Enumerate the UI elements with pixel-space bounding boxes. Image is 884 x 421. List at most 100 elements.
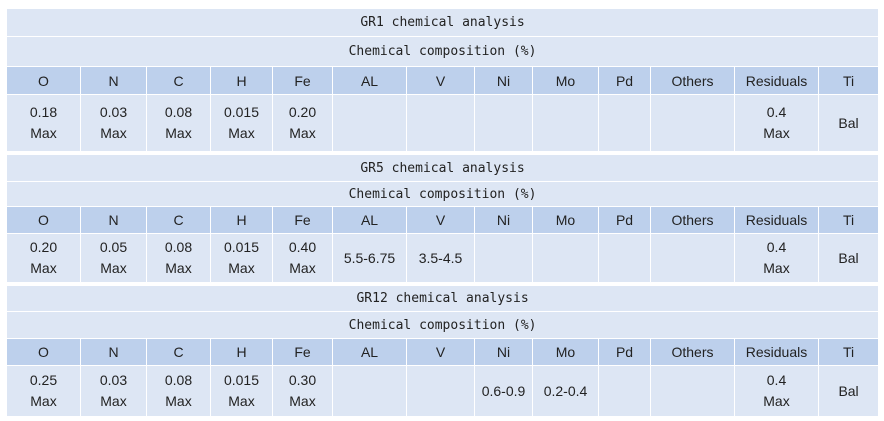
header-row: O N C H Fe AL V Ni Mo Pd Others Residuals Ti [6,338,880,366]
value-cell [598,365,651,417]
value-cell [598,94,651,152]
value-text: 0.4 [766,104,787,120]
value-text: Max [30,125,57,141]
column-header: AL [332,66,407,95]
value-cell [598,233,651,283]
value-text: 0.015 [223,239,260,255]
column-header: Ti [817,206,880,234]
column-header: Ni [474,338,533,366]
value-text: Max [165,393,192,409]
column-header: V [406,338,475,366]
value-text: Max [30,393,57,409]
value-cell: 0.4 Max [734,94,819,152]
column-header: C [146,66,211,95]
column-header: H [210,206,273,234]
value-text: 0.40 [288,239,317,255]
section-table: GR5 chemical analysis Chemical compositio… [5,154,880,283]
value-text: 0.03 [99,372,128,388]
value-text: 0.03 [99,104,128,120]
value-cell [532,94,599,152]
value-text: 0.20 [29,239,58,255]
value-text: 0.4 [766,239,787,255]
column-header: N [80,206,147,234]
value-text: Max [763,393,790,409]
column-header: Others [650,66,735,95]
value-cell: 0.30 Max [272,365,333,417]
header-row: O N C H Fe AL V Ni Mo Pd Others Residuals Ti [6,206,880,234]
column-header: AL [332,206,407,234]
column-header: Residuals [734,206,819,234]
value-text: Max [289,260,316,276]
value-text: Max [228,125,255,141]
value-cell: 0.015 Max [210,233,273,283]
table-row: 0.20 Max 0.05 Max 0.08 Max 0.015 Max 0.40 Max 5.5-… [6,233,880,283]
value-text: 0.4 [766,372,787,388]
column-header: Pd [598,338,651,366]
column-header: Ti [817,66,880,95]
value-text: 0.6-0.9 [481,382,526,399]
section-subtitle: Chemical composition (%) [5,36,880,67]
value-cell: 0.25 Max [6,365,81,417]
value-cell: Bal [817,233,880,283]
value-cell: 0.03 Max [80,94,147,152]
value-text: Max [165,125,192,141]
column-header: N [80,66,147,95]
value-text: 0.05 [99,239,128,255]
value-text: Max [228,393,255,409]
value-cell: 0.05 Max [80,233,147,283]
value-text: Bal [838,114,859,131]
column-header: O [6,206,81,234]
column-header: C [146,338,211,366]
value-text: Bal [838,382,859,399]
value-text: 0.20 [288,104,317,120]
column-header: H [210,66,273,95]
column-header: V [406,206,475,234]
column-header: Mo [532,66,599,95]
value-cell [650,365,735,417]
value-text: 0.25 [29,372,58,388]
value-text: 0.015 [223,372,260,388]
value-text: Max [165,260,192,276]
value-cell [406,365,475,417]
section-table: GR12 chemical analysis Chemical compositi… [5,285,880,417]
value-cell: Bal [817,94,880,152]
column-header: V [406,66,475,95]
value-text: Max [100,125,127,141]
section-title: GR12 chemical analysis [5,285,880,312]
value-cell: 0.08 Max [146,233,211,283]
value-text: Max [763,125,790,141]
value-cell: 0.015 Max [210,365,273,417]
column-header: Ni [474,206,533,234]
value-cell: 0.2-0.4 [532,365,599,417]
section-title: GR5 chemical analysis [5,154,880,182]
value-text: Max [763,260,790,276]
value-cell [332,94,407,152]
column-header: Residuals [734,338,819,366]
column-header: N [80,338,147,366]
value-text: Bal [838,249,859,266]
section-subtitle: Chemical composition (%) [5,181,880,207]
value-cell [332,365,407,417]
value-text: 5.5-6.75 [343,249,396,266]
value-cell [406,94,475,152]
column-header: O [6,66,81,95]
value-text: 3.5-4.5 [418,249,463,266]
column-header: H [210,338,273,366]
column-header: Ti [817,338,880,366]
value-cell: 0.08 Max [146,94,211,152]
value-cell: 0.20 Max [6,233,81,283]
value-text: Max [30,260,57,276]
value-cell: 0.4 Max [734,365,819,417]
value-text: Max [100,260,127,276]
value-text: 0.2-0.4 [543,382,588,399]
value-cell: Bal [817,365,880,417]
value-cell: 0.08 Max [146,365,211,417]
column-header: C [146,206,211,234]
value-text: 0.015 [223,104,260,120]
column-header: Fe [272,338,333,366]
chemical-analysis-tables: GR1 chemical analysis Chemical compositio… [5,8,880,417]
table-row: 0.18 Max 0.03 Max 0.08 Max 0.015 Max 0.20 Max 0.4 M… [6,94,880,152]
value-cell [650,94,735,152]
value-text: Max [289,125,316,141]
value-text: 0.30 [288,372,317,388]
